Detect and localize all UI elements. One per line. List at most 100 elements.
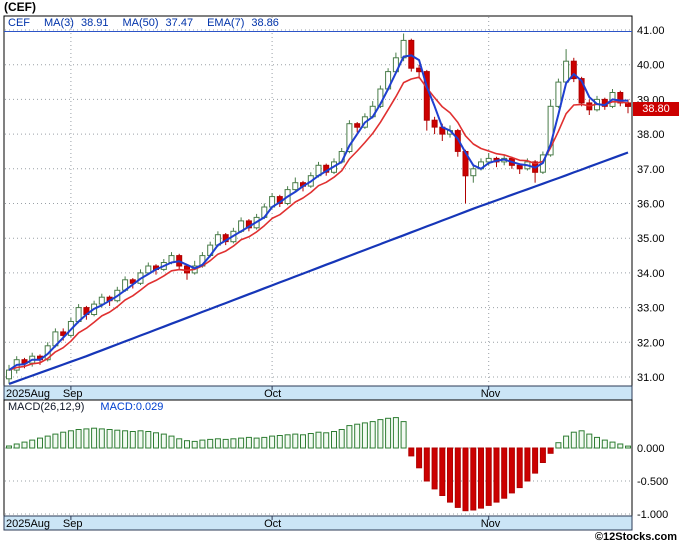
macd-bar-negative — [439, 447, 446, 496]
legend-symbol: CEF — [8, 17, 30, 29]
macd-bar-positive — [601, 439, 608, 449]
candle-down — [408, 39, 415, 69]
month-label: Sep — [63, 388, 83, 400]
candle-up — [547, 105, 554, 156]
candle-up — [292, 182, 299, 191]
macd-bar-positive — [129, 431, 136, 449]
candle-up — [400, 39, 407, 59]
candle-down — [423, 71, 430, 121]
watermark-link[interactable]: ©12Stocks.com — [594, 531, 677, 543]
ma3-line — [8, 54, 628, 371]
macd-bar-negative — [493, 447, 500, 503]
macd-bar-positive — [91, 427, 98, 449]
legend-ema7-value: 38.86 — [251, 17, 279, 29]
price-axis-labels: 41.0040.0039.0038.0037.0036.0035.0034.00… — [637, 25, 665, 384]
macd-bar-positive — [199, 439, 206, 449]
month-label: Nov — [481, 518, 501, 530]
macd-bar-positive — [315, 431, 322, 449]
macd-bar-positive — [307, 433, 314, 449]
macd-histogram — [6, 417, 631, 512]
macd-bar-positive — [284, 434, 291, 449]
macd-bar-positive — [29, 439, 36, 449]
indicator-legend: CEF MA(3) 38.91 MA(50) 37.47 EMA(7) 38.8… — [8, 17, 279, 29]
macd-bar-positive — [331, 431, 337, 449]
ema7-line — [8, 76, 629, 371]
macd-bar-negative — [408, 447, 415, 457]
macd-bar-positive — [377, 419, 384, 449]
macd-bar-positive — [276, 435, 283, 449]
macd-bar-positive — [98, 428, 105, 449]
macd-bar-positive — [346, 425, 353, 449]
price-axis-label: 31.00 — [637, 372, 665, 384]
macd-axis-label: 0.000 — [637, 443, 665, 455]
macd-bar-negative — [431, 447, 438, 490]
macd-bar-positive — [323, 432, 330, 449]
macd-bar-positive — [238, 437, 245, 449]
candle-down — [578, 78, 585, 104]
macd-bar-positive — [586, 433, 593, 449]
macd-bar-positive — [83, 428, 90, 449]
macd-bar-positive — [6, 445, 12, 449]
legend-ma3: MA(3) 38.91 — [44, 17, 108, 29]
macd-header: MACD(26,12,9) MACD:0.029 — [8, 401, 163, 413]
macd-bar-negative — [462, 447, 469, 512]
macd-bar-positive — [137, 430, 144, 449]
legend-ma50-label: MA(50) — [122, 17, 159, 29]
macd-bar-positive — [578, 430, 585, 449]
price-axis-label: 34.00 — [637, 268, 665, 280]
month-label: Oct — [264, 388, 281, 400]
macd-bar-positive — [570, 431, 577, 449]
macd-label: MACD(26,12,9) — [8, 401, 85, 413]
macd-bar-positive — [354, 423, 361, 449]
macd-bar-positive — [222, 438, 229, 449]
macd-bar-positive — [269, 435, 276, 449]
macd-bar-positive — [230, 438, 237, 449]
macd-bar-positive — [361, 422, 368, 449]
price-axis-label: 38.00 — [637, 129, 665, 141]
month-label: 2025Aug — [6, 388, 50, 400]
macd-bar-positive — [67, 430, 74, 449]
macd-bar-positive — [253, 437, 260, 449]
macd-bar-positive — [75, 429, 82, 449]
macd-bar-positive — [392, 417, 399, 449]
last-price-badge: 38.80 — [633, 102, 679, 116]
macd-bar-negative — [547, 447, 554, 454]
legend-ema7-label: EMA(7) — [207, 17, 245, 29]
macd-bar-positive — [261, 436, 268, 449]
candle-down — [354, 123, 361, 128]
price-axis-label: 32.00 — [637, 337, 665, 349]
macd-bar-positive — [385, 417, 392, 449]
ma50-line — [8, 151, 629, 385]
date-strip-bottom: 2025Aug Sep Oct Nov — [3, 515, 633, 531]
candle-down — [454, 130, 461, 152]
price-axis-label: 40.00 — [637, 60, 665, 72]
month-label: Sep — [63, 518, 83, 530]
candle-up — [346, 123, 353, 152]
macd-bar-positive — [176, 438, 183, 449]
candle-down — [431, 119, 438, 128]
candle-up — [563, 60, 570, 83]
macd-bar-positive — [214, 438, 221, 449]
macd-bar-positive — [555, 442, 562, 449]
macd-bar-positive — [60, 431, 67, 449]
macd-bar-positive — [160, 433, 167, 449]
macd-axis-label: -0.500 — [637, 476, 668, 488]
macd-bar-negative — [532, 447, 539, 474]
macd-bar-positive — [44, 435, 51, 449]
candle-up — [470, 168, 477, 177]
macd-bar-positive — [207, 438, 214, 449]
macd-axis-label: -1.000 — [637, 509, 668, 521]
macd-bar-negative — [416, 447, 423, 469]
macd-bar-negative — [501, 447, 508, 499]
price-axis-label: 36.00 — [637, 199, 665, 211]
symbol-title: (CEF) — [4, 0, 36, 14]
macd-bar-negative — [539, 447, 546, 463]
macd-bar-positive — [563, 435, 570, 449]
month-label: Oct — [264, 518, 281, 530]
candle-up — [485, 157, 492, 163]
price-axis-label: 41.00 — [637, 25, 665, 37]
macd-bar-positive — [184, 440, 190, 449]
macd-axis-labels: 0.000 -0.500 -1.000 — [637, 443, 668, 521]
